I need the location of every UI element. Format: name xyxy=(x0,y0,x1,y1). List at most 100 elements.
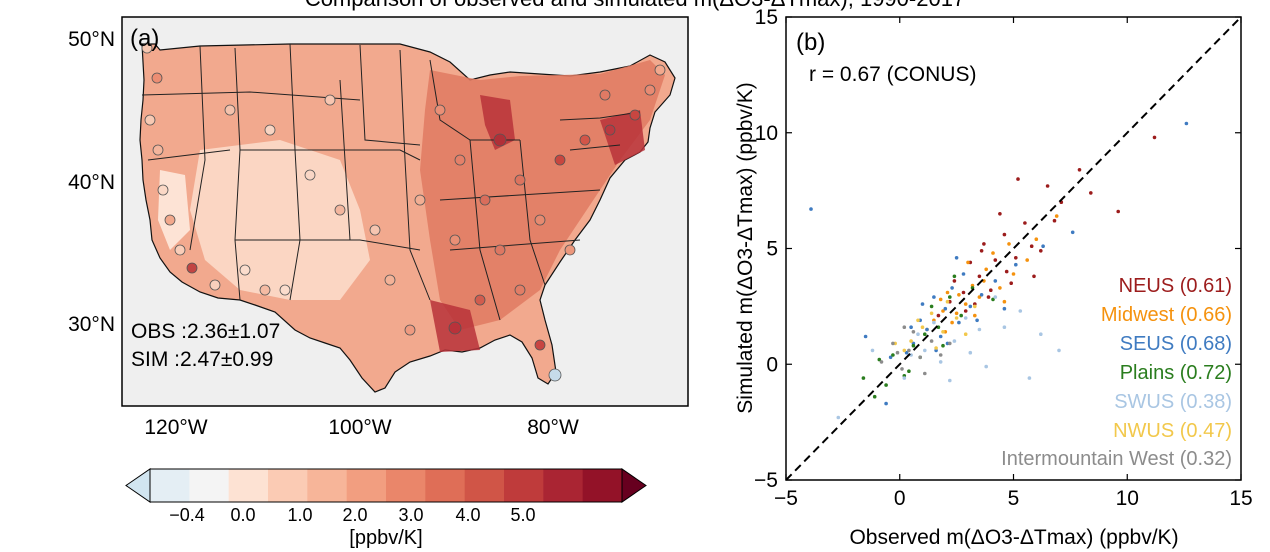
y-tick-label: −5 xyxy=(754,469,778,492)
legend-entry: Intermountain West (0.32) xyxy=(1001,448,1232,470)
scatter-point xyxy=(961,272,966,276)
colorbar-unit: [ppbv/K] xyxy=(349,527,422,549)
scatter-point xyxy=(993,279,998,283)
scatter-point xyxy=(973,304,977,309)
x-tick-label: −5 xyxy=(774,487,798,510)
scatter-point xyxy=(902,348,907,353)
scatter-point xyxy=(998,212,1002,216)
scatter-point xyxy=(1089,191,1093,195)
scatter-point xyxy=(1184,121,1189,126)
scatter-point xyxy=(1004,269,1009,274)
scatter-point xyxy=(1054,214,1059,218)
colorbar-tick-label: 1.0 xyxy=(287,505,312,525)
scatter-point xyxy=(909,325,913,330)
scatter-point xyxy=(911,343,916,348)
obs-stat: OBS :2.36±1.07 xyxy=(131,320,280,343)
scatter-point xyxy=(1057,348,1061,353)
one-to-one-line xyxy=(785,16,1242,481)
scatter-point xyxy=(900,367,904,371)
scatter-point xyxy=(891,353,895,357)
scatter-point xyxy=(907,369,911,374)
scatter-point xyxy=(989,288,993,293)
colorbar-segment xyxy=(307,469,348,502)
scatter-point xyxy=(938,334,943,339)
scatter-point xyxy=(938,353,943,357)
lat-label: 30°N xyxy=(68,313,115,336)
scatter-point xyxy=(954,316,959,320)
scatter-point xyxy=(923,332,927,337)
scatter-point xyxy=(902,325,907,330)
colorbar-segment xyxy=(386,469,426,502)
colorbar-border xyxy=(149,468,623,503)
legend-entry: Plains (0.72) xyxy=(1120,362,1232,384)
panel-b: −5−5 0 0 5 5 10 10 15 15 (b) r = 0.67 (CONUS) NE… xyxy=(734,6,1253,549)
legend-entry: SEUS (0.68) xyxy=(1120,333,1232,355)
colorbar-tick-label: 0.0 xyxy=(230,505,255,525)
scatter-point xyxy=(963,332,968,337)
scatter-point xyxy=(872,394,877,399)
scatter-point xyxy=(993,295,998,299)
x-tick-label: 10 xyxy=(1116,487,1139,510)
scatter-point xyxy=(954,255,959,260)
scatter-point xyxy=(877,357,882,362)
scatter-point xyxy=(948,341,952,346)
station-markers xyxy=(141,42,666,382)
lon-label: 80°W xyxy=(527,416,579,439)
panel-b-label: (b) xyxy=(796,29,825,56)
scatter-point xyxy=(1007,242,1011,246)
scatter-point xyxy=(950,286,954,290)
scatter-point xyxy=(998,286,1002,290)
r-annotation: r = 0.67 (CONUS) xyxy=(809,63,976,86)
colorbar-extend-low xyxy=(125,468,151,503)
panel-a-label: (a) xyxy=(130,25,159,52)
colorbar xyxy=(125,468,647,503)
colorbar-extend-high xyxy=(621,468,647,503)
scatter-point xyxy=(984,364,988,369)
scatter-point xyxy=(936,313,941,318)
scatter-point xyxy=(968,304,973,309)
colorbar-tick-label: −0.4 xyxy=(169,505,205,525)
scatter-point xyxy=(963,302,968,306)
lat-label: 40°N xyxy=(68,171,115,194)
scatter-point xyxy=(1023,221,1027,225)
x-tick-label: 5 xyxy=(1008,487,1020,510)
legend-entry: SWUS (0.38) xyxy=(1114,391,1232,413)
scatter-point xyxy=(884,401,888,406)
scatter-point xyxy=(977,327,982,332)
scatter-point xyxy=(1052,218,1057,223)
scatter-point xyxy=(1029,244,1034,248)
scatter-point xyxy=(948,295,952,299)
legend: NEUS (0.61) Midwest (0.66) SEUS (0.68) Plai… xyxy=(1001,275,1232,470)
scatter-point xyxy=(809,207,813,211)
sim-stat: SIM :2.47±0.99 xyxy=(131,348,273,371)
scatter-points xyxy=(809,121,1189,420)
colorbar-segment xyxy=(189,469,230,502)
scatter-point xyxy=(1116,209,1120,214)
scatter-point xyxy=(1002,299,1007,304)
scatter-point xyxy=(945,299,950,304)
scatter-point xyxy=(968,350,973,355)
scatter-point xyxy=(888,355,893,360)
scatter-point xyxy=(986,295,991,299)
scatter-point xyxy=(1034,237,1039,241)
scatter-point xyxy=(920,302,925,306)
scatter-point xyxy=(836,415,841,420)
colorbar-segment xyxy=(346,469,387,502)
scatter-point xyxy=(932,320,936,325)
y-tick-label: 0 xyxy=(766,353,778,376)
scatter-point xyxy=(979,249,984,253)
scatter-point xyxy=(991,251,995,255)
scatter-point xyxy=(1041,244,1045,248)
scatter-point xyxy=(973,313,977,318)
scatter-point xyxy=(1152,135,1157,140)
scatter-point xyxy=(929,304,934,309)
scatter-point xyxy=(929,339,934,343)
scatter-point xyxy=(1039,249,1043,253)
scatter-point xyxy=(1016,177,1020,181)
scatter-point xyxy=(861,376,866,380)
scatter-point xyxy=(907,348,911,353)
scatter-point xyxy=(1039,332,1043,337)
scatter-point xyxy=(950,320,954,325)
scatter-point xyxy=(975,318,979,323)
